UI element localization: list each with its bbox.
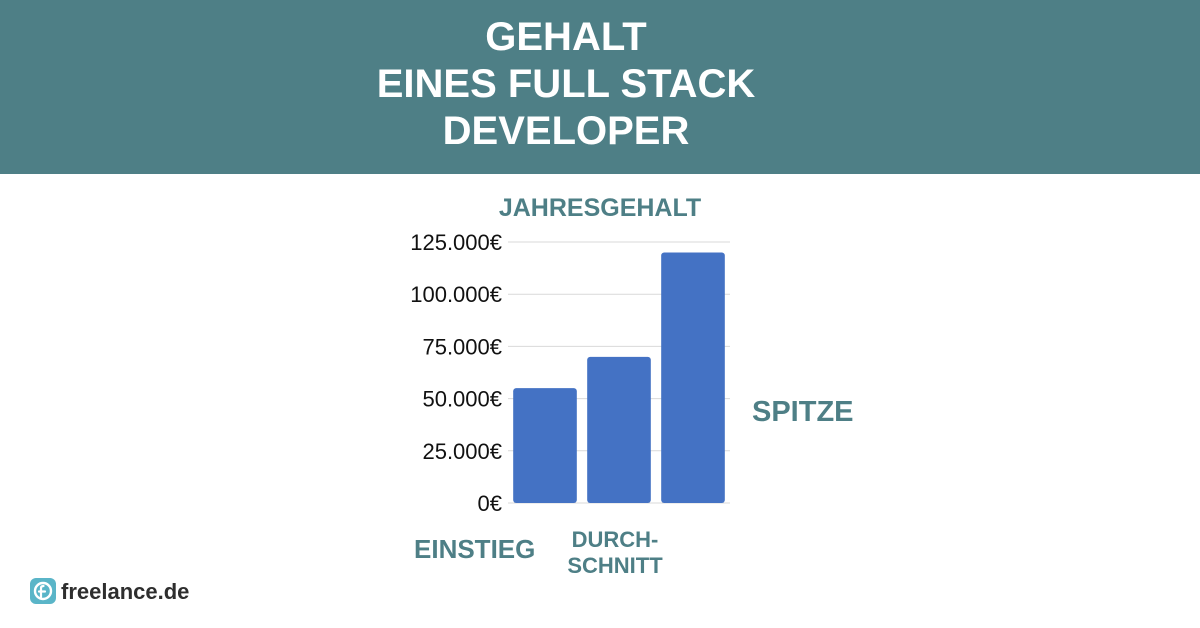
y-tick-label: 100.000€ bbox=[410, 282, 502, 307]
logo-text: freelance.de bbox=[61, 579, 190, 604]
page-title: GEHALT EINES FULL STACK DEVELOPER bbox=[0, 14, 1132, 155]
category-label-durchschnitt-line-1: DURCH- bbox=[571, 527, 659, 552]
category-label-spitze: SPITZE bbox=[752, 396, 854, 428]
y-tick-label: 75.000€ bbox=[422, 334, 502, 359]
header-banner: GEHALT EINES FULL STACK DEVELOPER bbox=[0, 0, 1200, 174]
bar-3 bbox=[661, 252, 725, 503]
bar-1 bbox=[513, 388, 577, 503]
y-tick-label: 25.000€ bbox=[422, 439, 502, 464]
category-label-durchschnitt: DURCH- SCHNITT bbox=[548, 527, 682, 579]
title-line-1: GEHALT bbox=[485, 15, 647, 59]
chart-title: JAHRESGEHALT bbox=[498, 194, 702, 222]
title-line-2: EINES FULL STACK bbox=[376, 62, 756, 106]
y-tick-label: 50.000€ bbox=[422, 387, 502, 412]
title-line-3: DEVELOPER bbox=[442, 109, 690, 153]
category-label-durchschnitt-line-2: SCHNITT bbox=[567, 553, 663, 578]
freelance-logo-icon bbox=[30, 578, 56, 604]
y-tick-label: 125.000€ bbox=[410, 230, 502, 255]
bar-2 bbox=[587, 356, 651, 503]
y-tick-label: 0€ bbox=[478, 491, 502, 516]
category-label-einstieg: EINSTIEG bbox=[414, 534, 536, 564]
